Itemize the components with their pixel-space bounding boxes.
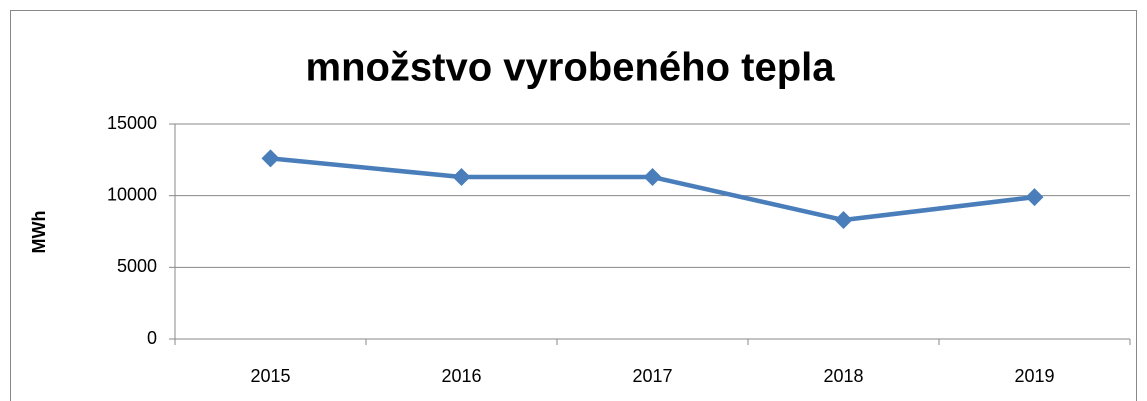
data-point	[1025, 188, 1044, 207]
x-tick-label: 2018	[823, 366, 863, 386]
x-tick-label: 2015	[250, 366, 290, 386]
x-tick-label: 2017	[632, 366, 672, 386]
x-tick-label: 2019	[1014, 366, 1054, 386]
chart-title: množstvo vyrobeného tepla	[306, 46, 836, 90]
y-tick-label: 0	[147, 328, 157, 348]
data-point	[452, 168, 471, 187]
y-tick-label: 10000	[107, 184, 157, 204]
data-point	[643, 168, 662, 187]
y-tick-label: 15000	[107, 113, 157, 133]
y-axis-label: MWh	[29, 211, 49, 254]
data-point	[834, 211, 853, 230]
data-point	[261, 149, 280, 168]
x-tick-label: 2016	[441, 366, 481, 386]
y-tick-label: 5000	[117, 256, 157, 276]
